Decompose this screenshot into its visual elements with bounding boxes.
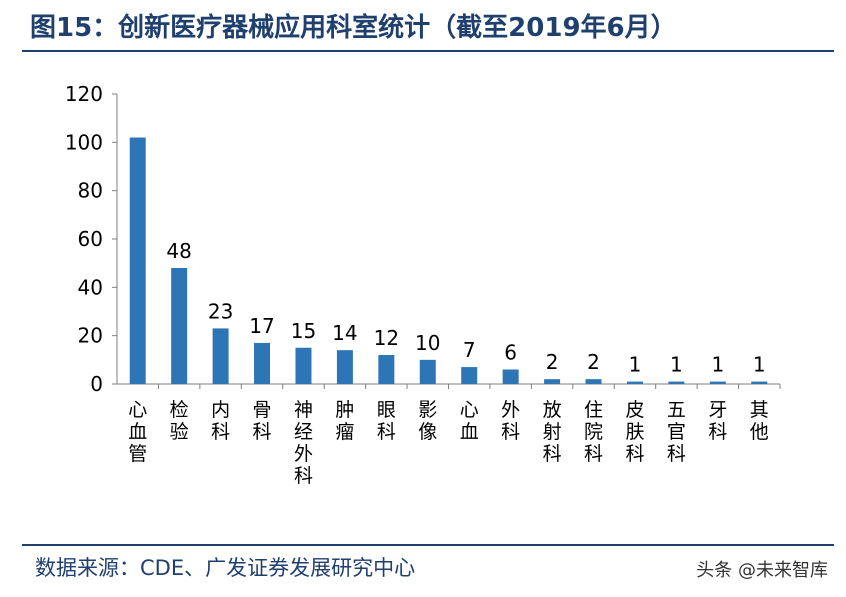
bar-1 (129, 137, 146, 384)
data-label: 23 (208, 299, 233, 323)
category-label: 心血 (460, 399, 479, 443)
watermark: 头条 @未来智库 (696, 560, 828, 581)
category-label: 牙科 (708, 399, 727, 443)
y-tick-label: 120 (65, 82, 103, 106)
y-tick-label: 80 (78, 179, 103, 203)
y-tick-label: 60 (78, 227, 103, 251)
bar-11 (544, 379, 561, 384)
category-label: 其他 (750, 399, 769, 443)
title-divider (22, 50, 834, 52)
category-label: 住院科 (584, 399, 603, 465)
data-label: 2 (587, 350, 600, 374)
bar-3 (212, 328, 229, 384)
bar-10 (502, 369, 519, 384)
y-tick-label: 0 (90, 372, 103, 396)
bar-15 (709, 381, 726, 384)
bar-12 (585, 379, 602, 384)
bar-9 (461, 367, 478, 384)
data-label: 15 (291, 319, 316, 343)
source-note: 数据来源：CDE、广发证券发展研究中心 (35, 556, 416, 580)
data-label: 1 (711, 353, 724, 377)
chart-title: 图15：创新医疗器械应用科室统计（截至2019年6月） (30, 13, 677, 43)
bar-16 (751, 381, 768, 384)
data-label: 48 (166, 239, 191, 263)
category-label: 眼科 (377, 399, 396, 443)
category-label: 检验 (170, 399, 189, 443)
bar-14 (668, 381, 685, 384)
category-label: 外科 (501, 399, 520, 443)
data-label: 14 (332, 321, 357, 345)
data-label: 12 (374, 326, 399, 350)
category-label: 神经外科 (294, 399, 313, 487)
data-label: 1 (629, 353, 642, 377)
bar-2 (171, 268, 188, 384)
category-label: 五官科 (667, 399, 686, 465)
bar-8 (419, 359, 436, 384)
data-label: 7 (463, 338, 476, 362)
bar-chart: 020406080100120心血管48检验23内科17骨科15神经外科14肿瘤… (65, 82, 781, 487)
bar-4 (254, 342, 271, 384)
y-tick-label: 100 (65, 130, 103, 154)
data-label: 2 (546, 350, 559, 374)
category-label: 肿瘤 (335, 399, 354, 443)
data-label: 10 (415, 331, 440, 355)
y-tick-label: 20 (78, 324, 103, 348)
bar-13 (626, 381, 643, 384)
y-tick-label: 40 (78, 275, 103, 299)
data-label: 6 (504, 341, 517, 365)
bar-7 (378, 355, 395, 384)
data-label: 1 (670, 353, 683, 377)
bar-5 (295, 347, 312, 384)
category-label: 放射科 (543, 399, 562, 465)
category-label: 骨科 (253, 399, 272, 443)
category-label: 心血管 (128, 399, 147, 465)
footer-divider (22, 544, 834, 546)
category-label: 影像 (418, 399, 437, 443)
data-label: 17 (249, 314, 274, 338)
category-label: 皮肤科 (625, 399, 644, 465)
data-label: 1 (753, 353, 766, 377)
category-label: 内科 (211, 399, 230, 443)
bar-6 (336, 350, 353, 384)
